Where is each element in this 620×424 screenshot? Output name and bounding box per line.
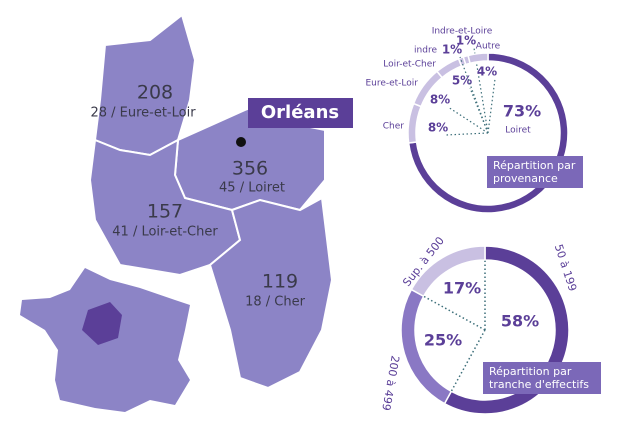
department-label: 41 / Loir-et-Cher (112, 225, 218, 240)
centre-region (82, 302, 122, 345)
value-label: 58% (501, 312, 539, 331)
city-label-box (248, 98, 353, 128)
value-label: 5% (452, 74, 472, 88)
leader-line (459, 56, 489, 134)
category-label: 200 à 499 (379, 355, 401, 412)
category-label: Indre-et-Loire (432, 27, 493, 37)
department-count: 356 (232, 158, 268, 180)
leader-line (487, 78, 496, 134)
value-label: 73% (503, 102, 541, 121)
value-label: 17% (443, 279, 481, 298)
category-label: Cher (383, 122, 405, 132)
donut-segment (410, 245, 486, 298)
donut-segment (467, 52, 489, 65)
department-label: 45 / Loiret (219, 181, 285, 196)
value-label: 8% (430, 93, 450, 107)
department-count: 208 (137, 82, 173, 104)
department-map (88, 13, 334, 390)
department-label: 28 / Eure-et-Loir (90, 106, 196, 121)
category-label: Eure-et-Loir (365, 79, 418, 89)
department-label: 18 / Cher (245, 295, 306, 310)
chart-title: Répartition par provenance (487, 156, 583, 188)
value-label: 25% (424, 331, 462, 350)
cher (208, 196, 334, 390)
leader-line (445, 132, 489, 136)
department-count: 119 (262, 271, 298, 293)
category-label: Loiret (505, 126, 531, 136)
category-label: Autre (476, 42, 501, 52)
france-map (20, 268, 190, 412)
category-label: Loir-et-Cher (383, 60, 436, 70)
value-label: 8% (428, 121, 448, 135)
department-count: 157 (147, 201, 183, 223)
value-label: 4% (477, 65, 497, 79)
chart-title: Répartition par tranche d'effectifs (483, 362, 601, 394)
category-label: indre (414, 46, 437, 56)
value-label: 1% (442, 43, 462, 57)
orleans-dot (236, 137, 246, 147)
value-label: 1% (456, 34, 476, 48)
city-label: Orléans (261, 102, 339, 123)
